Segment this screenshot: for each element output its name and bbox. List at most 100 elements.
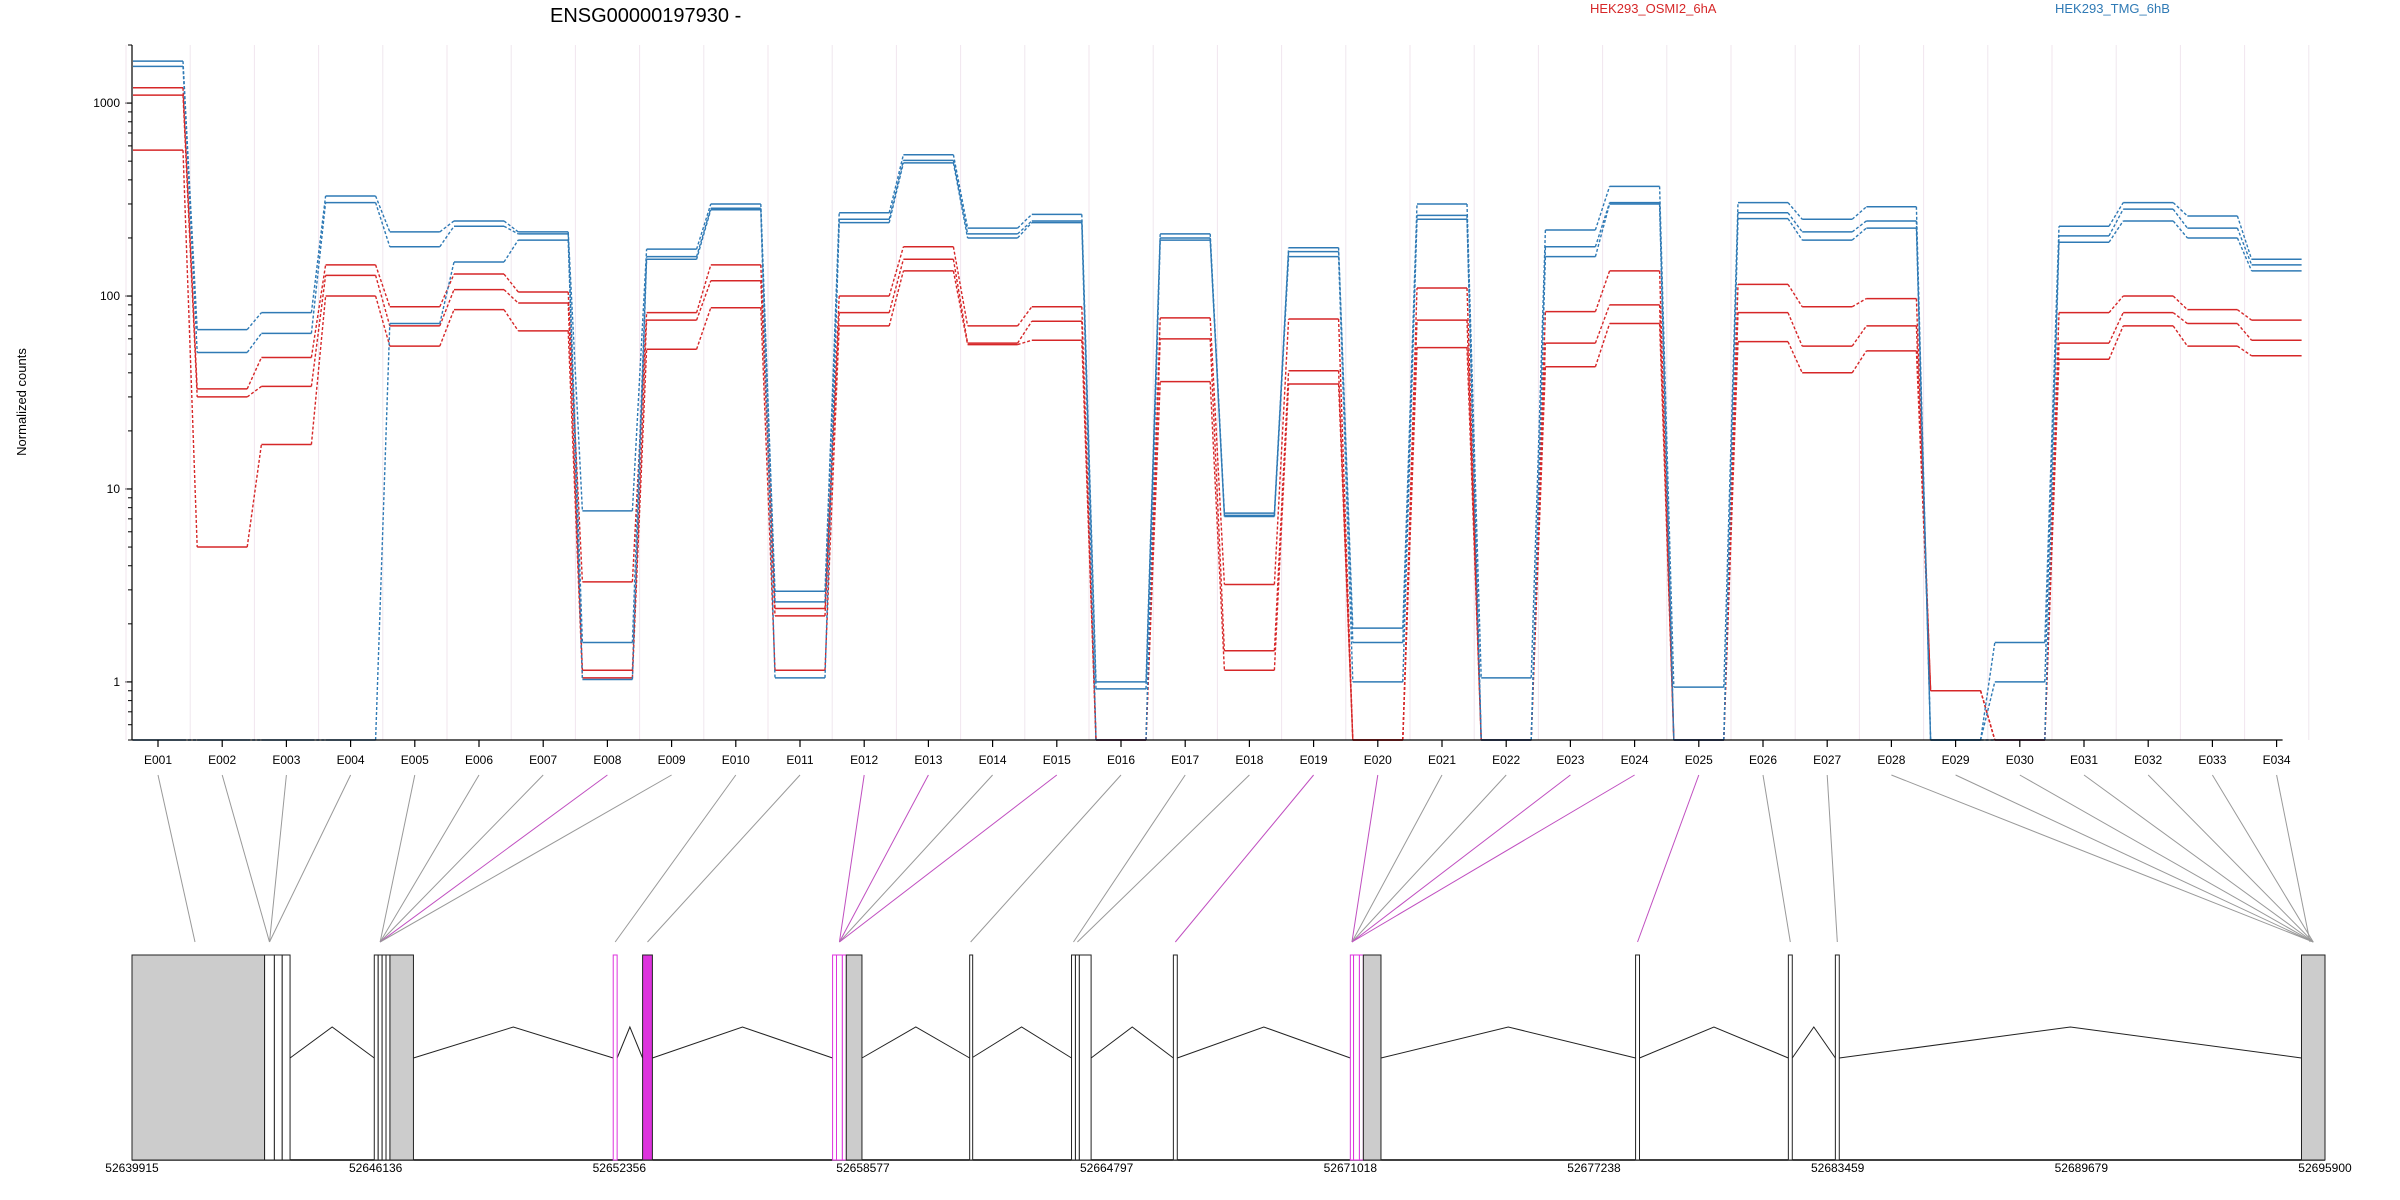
transition-segment bbox=[1466, 219, 1482, 741]
transition-segment bbox=[1658, 186, 1675, 688]
exon-block bbox=[612, 954, 618, 1161]
transition-segment bbox=[374, 195, 391, 233]
exon-block bbox=[1078, 954, 1092, 1161]
y-tick-label: 1000 bbox=[93, 96, 120, 110]
transition-segment bbox=[2044, 235, 2060, 682]
gene-model bbox=[131, 954, 2326, 1161]
transition-segment bbox=[2172, 295, 2188, 311]
transition-segment bbox=[1273, 318, 1290, 585]
connector-line bbox=[379, 774, 480, 943]
exon-block bbox=[1635, 954, 1641, 1161]
x-tick-label: E020 bbox=[1364, 753, 1392, 767]
x-tick-label: E009 bbox=[658, 753, 686, 767]
transition-segment bbox=[2236, 215, 2253, 260]
x-tick-label: E001 bbox=[144, 753, 172, 767]
transition-segment bbox=[760, 208, 776, 602]
transition-segment bbox=[2044, 359, 2060, 741]
transition-segment bbox=[182, 95, 198, 397]
transition-segment bbox=[374, 275, 391, 327]
connector-line bbox=[614, 774, 737, 943]
exon-block bbox=[1172, 954, 1178, 1161]
transition-segment bbox=[439, 225, 455, 248]
connector-line bbox=[2019, 774, 2314, 943]
transition-segment bbox=[246, 385, 262, 398]
connector-line bbox=[1351, 774, 1443, 943]
x-tick-label: E003 bbox=[272, 753, 300, 767]
transition-segment bbox=[1530, 256, 1547, 741]
x-tick-label: E026 bbox=[1749, 753, 1777, 767]
transition-segment bbox=[2172, 325, 2188, 347]
transition-segment bbox=[2172, 312, 2188, 325]
coordinate-label: 52695900 bbox=[2298, 1161, 2352, 1175]
transition-segment bbox=[1209, 317, 1226, 585]
transition-segment bbox=[246, 357, 263, 390]
transition-segment bbox=[824, 219, 840, 602]
coordinate-label: 52652356 bbox=[593, 1161, 647, 1175]
transition-segment bbox=[310, 275, 327, 387]
connector-line bbox=[839, 774, 1058, 943]
transition-segment bbox=[567, 233, 584, 643]
transition-segment bbox=[2237, 345, 2252, 357]
exon-block bbox=[841, 954, 847, 1161]
transition-segment bbox=[567, 302, 584, 671]
transition-segment bbox=[1017, 220, 1033, 235]
transition-segment bbox=[1466, 215, 1482, 741]
exon-block bbox=[281, 954, 291, 1161]
transition-segment bbox=[246, 444, 263, 548]
transition-segment bbox=[374, 264, 391, 307]
x-tick-label: E024 bbox=[1621, 753, 1649, 767]
transition-segment bbox=[2236, 309, 2253, 321]
transition-segment bbox=[824, 312, 840, 616]
legend-entry-osmi2: HEK293_OSMI2_6hA bbox=[1590, 1, 1717, 16]
exon-block bbox=[1074, 954, 1080, 1161]
exon-block bbox=[2300, 954, 2326, 1161]
x-tick-label: E029 bbox=[1942, 753, 1970, 767]
exon-block bbox=[377, 954, 383, 1161]
coordinate-label: 52683459 bbox=[1811, 1161, 1865, 1175]
exon-block bbox=[969, 954, 974, 1161]
connector-line bbox=[1077, 774, 1250, 943]
transition-segment bbox=[631, 259, 648, 680]
coordinate-label: 52664797 bbox=[1080, 1161, 1134, 1175]
exon-connectors bbox=[157, 774, 2314, 943]
intron bbox=[1380, 1026, 1636, 1059]
transition-segment bbox=[1851, 297, 1867, 308]
transition-segment bbox=[1017, 306, 1033, 327]
transition-segment bbox=[439, 309, 455, 347]
connector-line bbox=[379, 774, 544, 943]
transition-segment bbox=[760, 203, 776, 592]
connector-line bbox=[1351, 774, 1379, 943]
transition-segment bbox=[1209, 338, 1226, 651]
x-tick-label: E012 bbox=[850, 753, 878, 767]
transition-segment bbox=[1337, 370, 1354, 741]
transition-segment bbox=[374, 295, 391, 347]
transition-segment bbox=[2108, 208, 2124, 237]
transition-segment bbox=[1017, 339, 1033, 346]
transition-segment bbox=[503, 239, 519, 263]
transition-segment bbox=[503, 309, 519, 332]
transition-segment bbox=[695, 280, 712, 321]
transition-segment bbox=[1851, 220, 1867, 233]
x-tick-label: E014 bbox=[979, 753, 1007, 767]
transition-segment bbox=[567, 330, 584, 678]
transition-segment bbox=[1787, 218, 1803, 241]
transition-segment bbox=[2108, 202, 2124, 227]
transition-segment bbox=[1851, 206, 1867, 220]
transition-segment bbox=[439, 261, 455, 324]
x-tick-label: E022 bbox=[1492, 753, 1520, 767]
transition-segment bbox=[310, 195, 327, 313]
connector-line bbox=[970, 774, 1122, 943]
transition-segment bbox=[2236, 227, 2253, 266]
connector-line bbox=[1073, 774, 1186, 943]
transition-segment bbox=[888, 246, 905, 297]
transition-segment bbox=[952, 246, 969, 327]
connector-line bbox=[838, 774, 929, 943]
transition-segment bbox=[2236, 323, 2253, 341]
transition-segment bbox=[310, 202, 327, 334]
x-tick-label: E031 bbox=[2070, 753, 2098, 767]
x-tick-label: E025 bbox=[1685, 753, 1713, 767]
transition-segment bbox=[631, 249, 648, 511]
transition-segment bbox=[2108, 220, 2124, 243]
coordinate-label: 52658577 bbox=[836, 1161, 890, 1175]
exon-block bbox=[1071, 954, 1076, 1161]
